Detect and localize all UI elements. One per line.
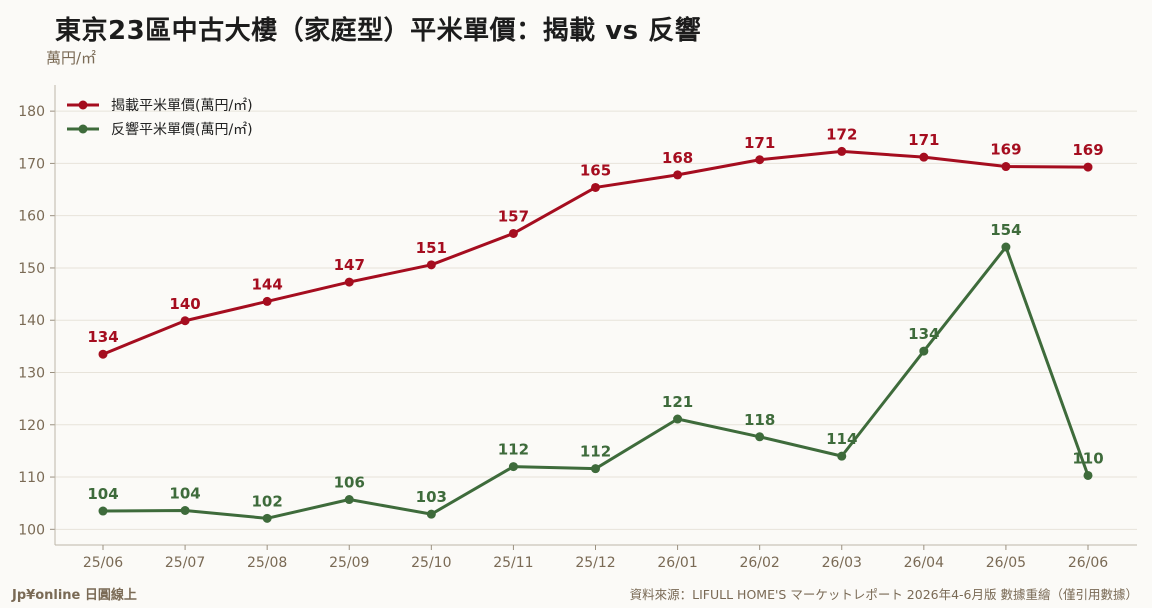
legend-label: 揭載平米單價(萬円/㎡)	[111, 97, 253, 114]
data-label: 110	[1072, 449, 1103, 467]
data-point	[837, 146, 847, 156]
legend-swatch-marker	[78, 100, 88, 110]
data-point	[262, 296, 272, 306]
x-tick-label: 25/06	[83, 555, 123, 571]
data-label: 169	[1072, 141, 1103, 159]
brand-footer: Jp¥online 日圓線上	[12, 588, 137, 603]
series-1: 134 140 144 147 151 157 165 168 171 172 171 169 169	[87, 125, 1104, 359]
y-tick-label: 180	[18, 104, 45, 120]
data-label: 103	[416, 488, 447, 506]
data-label: 104	[169, 485, 200, 503]
data-label: 102	[252, 492, 283, 510]
data-label: 171	[908, 131, 939, 149]
data-label: 121	[662, 393, 693, 411]
data-label: 112	[498, 441, 529, 459]
data-label: 171	[744, 134, 775, 152]
data-label: 140	[169, 295, 200, 313]
y-tick-label: 110	[18, 470, 45, 486]
data-point	[344, 495, 354, 505]
data-point	[755, 155, 765, 165]
x-tick-label: 25/09	[329, 555, 369, 571]
x-tick-label: 26/04	[904, 555, 944, 571]
data-label: 169	[990, 141, 1021, 159]
data-point	[919, 152, 929, 162]
data-label: 106	[334, 474, 365, 492]
y-tick-label: 170	[18, 156, 45, 172]
data-label: 118	[744, 411, 775, 429]
data-point	[344, 277, 354, 287]
grid-lines	[55, 110, 1137, 530]
y-tick-label: 150	[18, 261, 45, 277]
y-tick-label: 120	[18, 418, 45, 434]
data-point	[426, 260, 436, 270]
data-point	[180, 316, 190, 326]
legend-swatch-marker	[78, 124, 88, 134]
legend-label: 反響平米單價(萬円/㎡)	[111, 121, 253, 138]
y-tick-label: 140	[18, 313, 45, 329]
axes: 100 110 120 130 140 150 160 170 180 25/06 25/07 25/…	[18, 85, 1137, 571]
x-tick-label: 26/03	[822, 555, 862, 571]
x-tick-label: 26/06	[1068, 555, 1108, 571]
data-point	[180, 506, 190, 515]
data-label: 157	[498, 207, 529, 225]
data-point	[508, 228, 518, 238]
data-point	[508, 462, 518, 472]
data-point	[1083, 162, 1093, 172]
data-label: 172	[826, 125, 857, 143]
x-tick-label: 26/02	[739, 555, 779, 571]
data-point	[1001, 162, 1011, 172]
legend: 揭載平米單價(萬円/㎡) 反響平米單價(萬円/㎡)	[67, 97, 253, 138]
legend-entry: 反響平米單價(萬円/㎡)	[67, 121, 253, 138]
data-point	[591, 182, 600, 192]
x-tick-label: 25/11	[493, 555, 533, 571]
data-point	[98, 506, 108, 516]
chart-title: 東京23區中古大樓（家庭型）平米單價：揭載 vs 反響	[55, 16, 702, 46]
data-point	[673, 414, 683, 424]
data-label: 134	[87, 328, 118, 346]
y-tick-label: 130	[18, 366, 45, 382]
x-tick-label: 26/05	[986, 555, 1026, 571]
x-tick-label: 25/12	[575, 555, 615, 571]
series-2: 104 104 102 106 103 112 112 121 118 114 134 154 110	[87, 221, 1104, 523]
data-point	[837, 451, 847, 461]
data-label: 168	[662, 149, 693, 167]
x-tick-label: 25/07	[165, 555, 205, 571]
data-point	[426, 509, 436, 519]
legend-entry: 揭載平米單價(萬円/㎡)	[67, 97, 253, 114]
data-point	[591, 464, 600, 474]
x-tick-label: 25/10	[411, 555, 451, 571]
data-label: 165	[580, 161, 611, 179]
y-axis-unit-label: 萬円/㎡	[46, 49, 97, 67]
data-point	[919, 346, 929, 356]
data-point	[755, 432, 765, 442]
data-point	[1001, 242, 1011, 252]
data-point	[262, 513, 272, 523]
data-label: 147	[334, 256, 365, 274]
series-line	[101, 149, 1090, 356]
data-point	[673, 170, 683, 180]
y-tick-label: 100	[18, 522, 45, 538]
data-label: 114	[826, 430, 857, 448]
source-footer: 資料來源：LIFULL HOME'S マーケットレポート 2026年4-6月版 …	[629, 587, 1138, 602]
data-label: 134	[908, 325, 939, 343]
x-tick-label: 25/08	[247, 555, 287, 571]
data-label: 144	[252, 275, 283, 293]
data-label: 104	[87, 485, 118, 503]
data-label: 154	[990, 221, 1021, 239]
x-tick-label: 26/01	[657, 555, 697, 571]
data-label: 151	[416, 239, 447, 257]
data-point	[1083, 470, 1093, 480]
data-label: 112	[580, 443, 611, 461]
data-point	[98, 349, 108, 359]
y-tick-label: 160	[18, 209, 45, 225]
